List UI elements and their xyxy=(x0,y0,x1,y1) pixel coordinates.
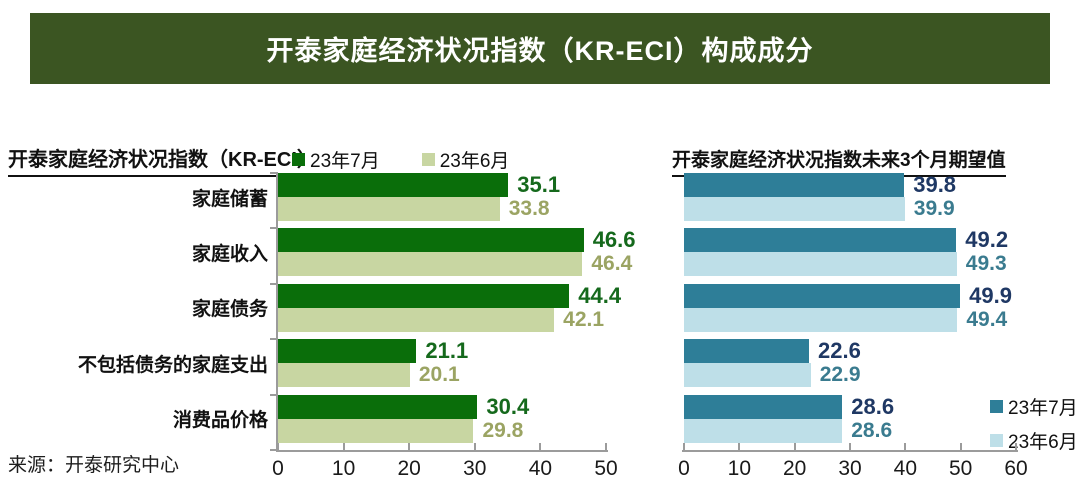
x-axis-tick xyxy=(342,443,345,450)
header-banner: 开泰家庭经济状况指数（KR-ECI）构成成分 xyxy=(30,13,1050,84)
x-axis-tick-label: 30 xyxy=(463,457,487,480)
bar-value-label: 29.8 xyxy=(482,418,524,442)
bar-value-label: 44.4 xyxy=(578,282,622,308)
x-axis-tick-label: 30 xyxy=(838,457,862,480)
legend-label: 23年7月 xyxy=(1008,398,1078,419)
bar xyxy=(278,228,584,253)
bar-value-label: 35.1 xyxy=(517,172,561,197)
legend-item: 23年6月 xyxy=(990,427,1078,454)
x-axis-tick-label: 50 xyxy=(948,457,973,480)
bar-value-label: 49.9 xyxy=(969,282,1012,308)
x-axis-tick-label: 20 xyxy=(397,457,421,480)
x-axis-tick xyxy=(408,443,411,450)
y-axis-tick xyxy=(270,227,276,230)
legend-swatch xyxy=(990,400,1003,413)
legend-swatch xyxy=(292,153,305,166)
bar-value-label: 28.6 xyxy=(851,393,895,419)
legend-label: 23年6月 xyxy=(439,151,510,172)
legend-label: 23年6月 xyxy=(1008,432,1078,453)
bar-value-label: 46.6 xyxy=(592,227,636,253)
bar xyxy=(278,363,410,388)
y-axis-tick xyxy=(270,282,276,285)
bar xyxy=(278,252,583,277)
bar xyxy=(278,394,478,419)
legend-swatch xyxy=(990,434,1003,447)
x-axis-tick xyxy=(849,443,851,450)
x-axis-tick xyxy=(473,443,476,450)
bar-value-label: 39.8 xyxy=(913,172,957,197)
category-label: 家庭收入 xyxy=(191,243,268,265)
x-axis-tick xyxy=(683,443,685,450)
legend-item: 23年7月 xyxy=(990,393,1078,420)
x-axis-tick-label: 10 xyxy=(727,457,751,480)
x-axis-tick-label: 40 xyxy=(893,457,917,480)
x-axis-line xyxy=(682,450,1018,452)
bar-value-label: 20.1 xyxy=(418,363,460,387)
bar xyxy=(684,394,843,419)
x-axis-tick-label: 0 xyxy=(678,457,690,480)
legend-item: 23年6月 xyxy=(421,146,510,173)
bar xyxy=(278,197,500,221)
y-axis-tick xyxy=(270,449,276,451)
category-label: 不包括债务的家庭支出 xyxy=(77,354,268,376)
bar xyxy=(684,307,958,332)
bar xyxy=(684,197,905,221)
bar-value-label: 22.9 xyxy=(819,363,861,387)
bar xyxy=(684,339,810,364)
right-chart-legend: 23年7月 23年6月 xyxy=(990,393,1078,454)
bar xyxy=(278,283,570,308)
bar xyxy=(278,418,474,443)
x-axis-tick-label: 50 xyxy=(594,457,618,480)
category-label: 消费品价格 xyxy=(172,410,268,432)
x-axis-line xyxy=(276,450,608,452)
x-axis-tick xyxy=(793,443,796,450)
category-label: 家庭储蓄 xyxy=(191,188,268,210)
x-axis-tick-label: 60 xyxy=(1004,457,1028,480)
bar-value-label: 49.3 xyxy=(965,252,1007,276)
bar xyxy=(278,307,555,332)
banner-title: 开泰家庭经济状况指数（KR-ECI）构成成分 xyxy=(266,36,814,66)
y-axis-tick xyxy=(270,172,276,174)
legend-label: 23年7月 xyxy=(310,151,380,172)
x-axis-tick xyxy=(277,443,279,450)
bar-value-label: 49.2 xyxy=(965,227,1009,253)
bar-value-label: 30.4 xyxy=(486,393,530,419)
bar-value-label: 42.1 xyxy=(563,307,605,331)
bar xyxy=(684,363,811,388)
bar xyxy=(684,283,961,308)
left-chart-legend: 23年7月 23年6月 xyxy=(292,146,509,173)
bar-value-label: 28.6 xyxy=(851,418,893,442)
x-axis-tick xyxy=(738,443,741,450)
bar-value-label: 33.8 xyxy=(508,197,550,220)
bar-value-label: 39.9 xyxy=(913,197,955,220)
left-chart-title: 开泰家庭经济状况指数（KR-ECI） xyxy=(8,143,317,177)
x-axis-tick xyxy=(605,443,607,450)
x-axis-tick xyxy=(959,443,962,450)
bar xyxy=(684,418,843,443)
bar-value-label: 22.6 xyxy=(818,338,861,364)
bar-value-label: 49.4 xyxy=(966,307,1008,331)
bar xyxy=(684,173,905,197)
x-axis-tick-label: 20 xyxy=(782,457,807,480)
y-axis-line xyxy=(276,172,278,451)
bar xyxy=(684,252,957,277)
source-note: 来源：开泰研究中心 xyxy=(8,455,180,476)
x-axis-tick xyxy=(904,443,907,450)
legend-item: 23年7月 xyxy=(292,146,380,173)
legend-swatch xyxy=(421,153,435,166)
bar xyxy=(684,228,957,253)
y-axis-tick xyxy=(270,338,276,341)
bar xyxy=(278,173,509,197)
bar-value-label: 46.4 xyxy=(591,252,633,276)
x-axis-tick-label: 0 xyxy=(272,457,284,480)
category-label: 家庭债务 xyxy=(191,299,268,321)
x-axis-tick xyxy=(539,443,542,450)
bar-value-label: 21.1 xyxy=(425,338,469,364)
x-axis-tick-label: 10 xyxy=(331,457,356,480)
x-axis-tick xyxy=(1015,443,1017,450)
y-axis-tick xyxy=(270,393,276,396)
bar xyxy=(278,339,417,364)
x-axis-tick-label: 40 xyxy=(528,457,553,480)
